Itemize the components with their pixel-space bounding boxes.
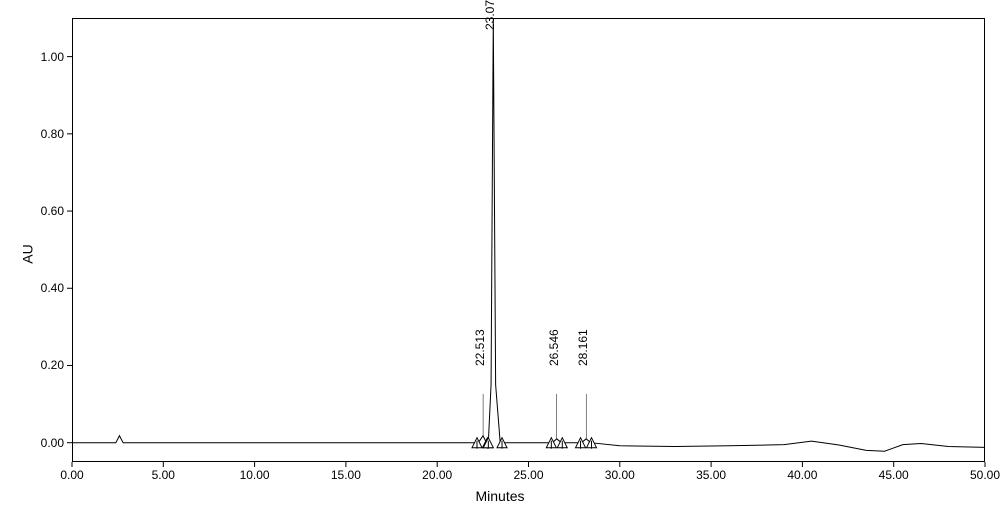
- peak-rt-label: 26.546: [547, 329, 561, 366]
- x-tick-label: 35.00: [696, 468, 726, 482]
- x-tick-label: 20.00: [422, 468, 452, 482]
- peak-rt-label: 28.161: [576, 329, 590, 366]
- peak-rt-label: 22.513: [473, 329, 487, 366]
- x-tick-label: 45.00: [879, 468, 909, 482]
- peak-rt-label: 23.071: [483, 0, 497, 30]
- y-tick-label: 0.40: [41, 281, 64, 295]
- y-tick-label: 0.60: [41, 204, 64, 218]
- x-tick-label: 10.00: [240, 468, 270, 482]
- x-tick-label: 30.00: [605, 468, 635, 482]
- x-tick-label: 50.00: [970, 468, 1000, 482]
- y-tick-label: 0.80: [41, 127, 64, 141]
- x-tick-label: 0.00: [60, 468, 83, 482]
- y-tick-label: 0.00: [41, 436, 64, 450]
- x-axis-label: Minutes: [475, 488, 524, 504]
- x-tick-label: 25.00: [513, 468, 543, 482]
- y-tick-label: 1.00: [41, 50, 64, 64]
- y-axis-label: AU: [20, 244, 36, 263]
- chromatogram-figure: AU Minutes 0.00 5.00 10.00 15.00 20.00 25.00 3…: [0, 0, 1000, 508]
- x-tick-label: 5.00: [152, 468, 175, 482]
- plot-svg: [0, 0, 1000, 508]
- x-tick-label: 15.00: [331, 468, 361, 482]
- y-tick-label: 0.20: [41, 358, 64, 372]
- x-tick-label: 40.00: [787, 468, 817, 482]
